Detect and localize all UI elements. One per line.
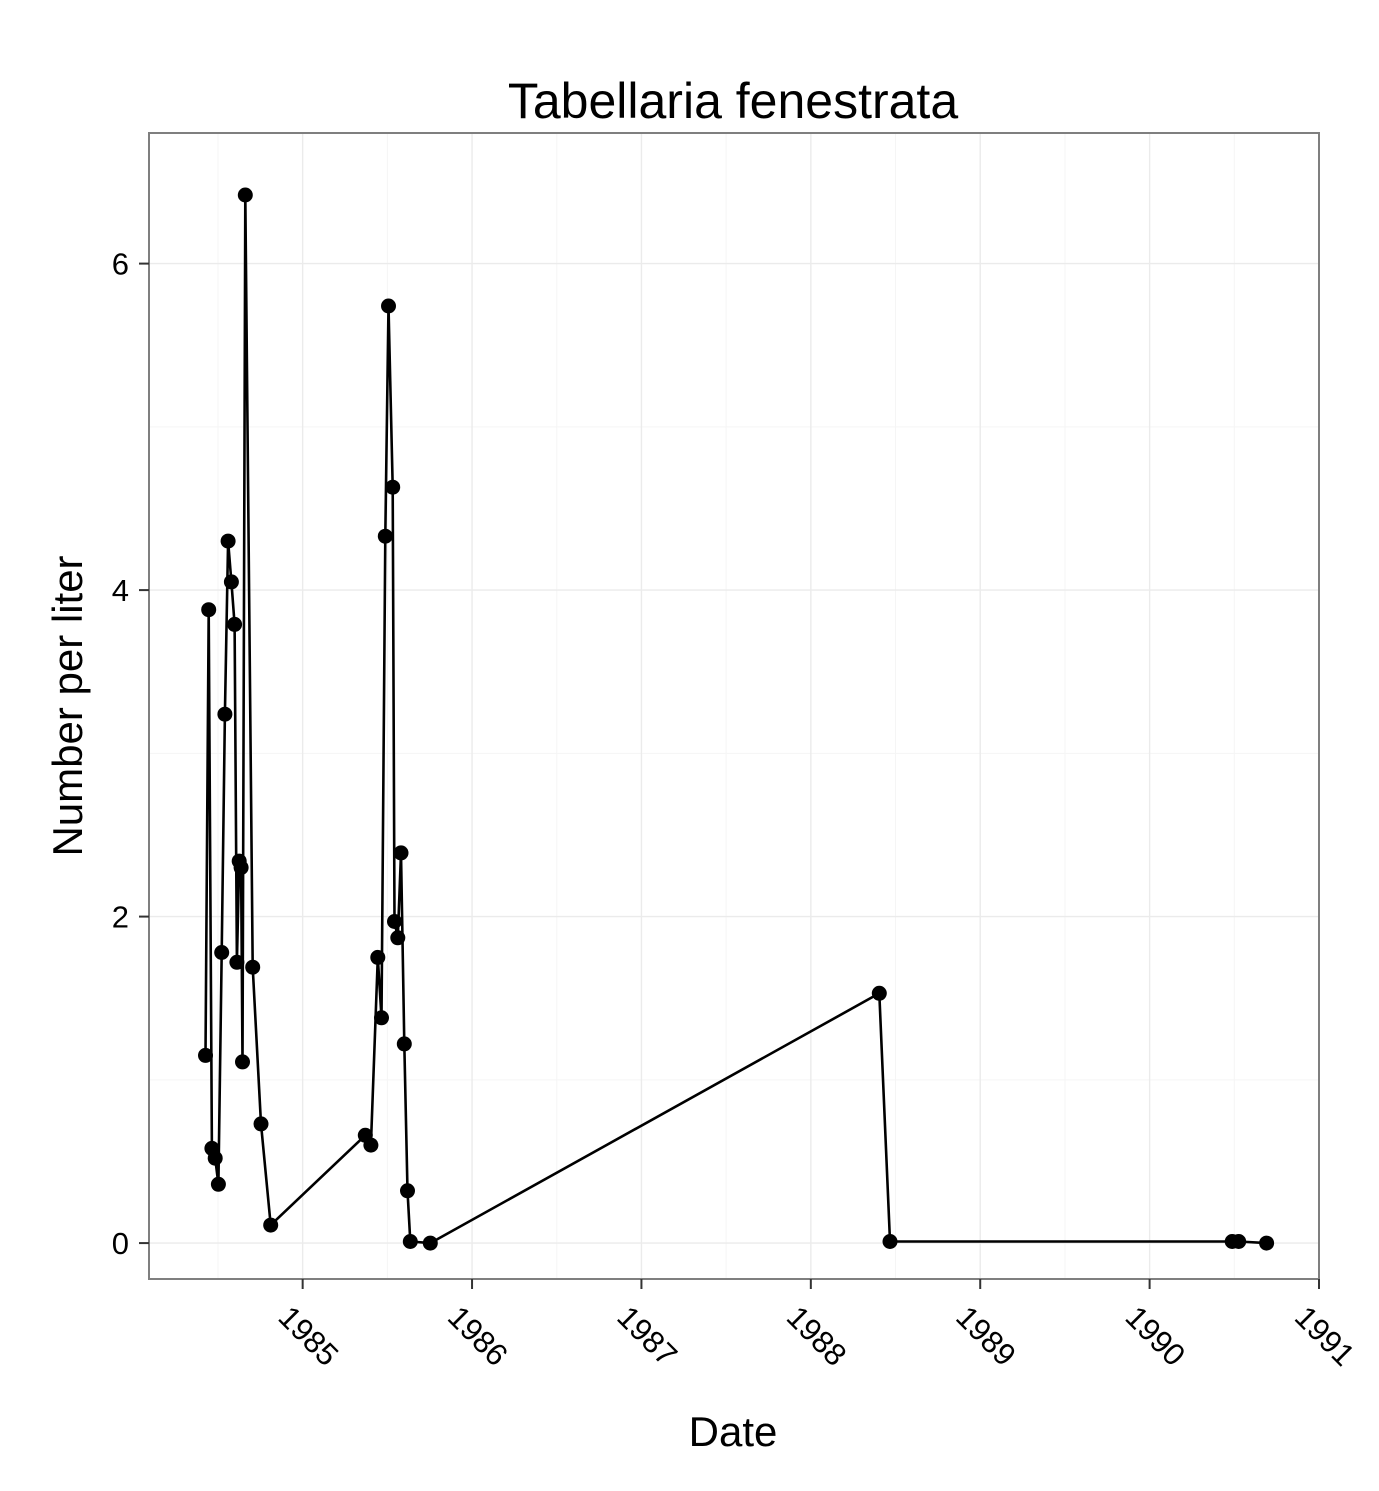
data-point [1259,1235,1275,1251]
data-point [1231,1234,1247,1249]
data-point [396,1036,412,1052]
data-point [214,945,230,960]
data-point [210,1176,226,1192]
panel-border [148,132,1320,1280]
data-point [422,1235,438,1251]
data-point [217,706,233,722]
data-point [381,298,396,314]
data-point [882,1234,898,1249]
data-point [198,1047,213,1063]
data-point [227,616,243,632]
data-point [207,1150,223,1166]
y-tick-label: 4 [112,573,129,608]
y-tick-label: 0 [112,1226,129,1261]
y-axis-label: Number per liter [44,555,91,856]
y-tick-label: 2 [112,900,129,935]
data-point [235,1054,250,1070]
data-point [201,602,217,618]
series-layer [198,187,1275,1251]
data-point [402,1234,418,1249]
data-point [263,1217,279,1233]
data-point [871,985,887,1001]
data-point [385,479,401,495]
data-point [377,528,393,544]
data-point [229,954,245,970]
data-point [363,1137,379,1153]
data-point [400,1183,415,1199]
data-point [370,949,386,965]
grid [149,133,1319,1279]
data-point [245,959,261,975]
chart-title: Tabellaria fenestrata [508,73,958,129]
data-point [393,845,409,861]
x-axis-label: Date [689,1408,778,1455]
y-tick-label: 6 [112,247,129,282]
data-point [390,930,406,946]
data-point [223,574,239,590]
data-point [237,187,253,203]
y-axis: 0 2 4 6 [112,247,149,1261]
data-point [220,533,236,549]
data-point [253,1116,269,1132]
data-point [387,914,402,929]
data-point [374,1010,389,1026]
data-point [233,860,249,876]
